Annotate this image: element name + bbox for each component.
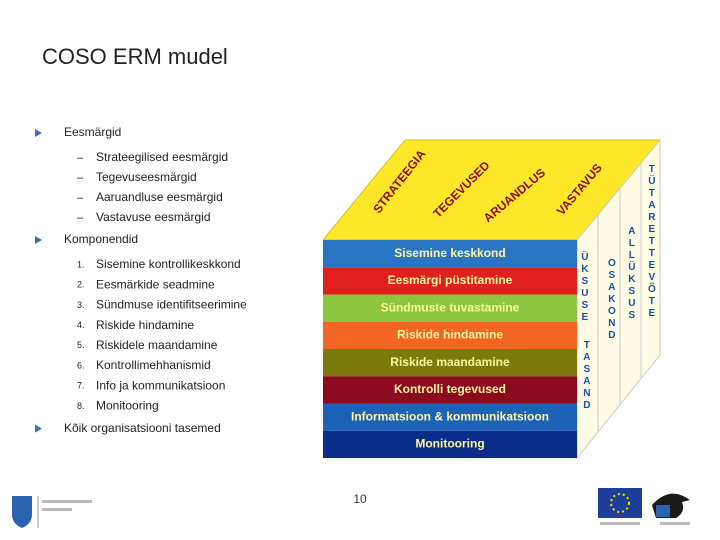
- item-marker: 1.: [77, 259, 85, 269]
- cube-row: [323, 267, 577, 295]
- logo-right: [652, 493, 690, 525]
- item-marker: 8.: [77, 401, 85, 411]
- item-marker: 7.: [77, 381, 85, 391]
- page-number: 10: [353, 492, 367, 506]
- item-marker: 2.: [77, 280, 85, 290]
- item-marker: –: [77, 152, 84, 164]
- item-marker: 3.: [77, 300, 85, 310]
- cube-side-label: ALLÜKSUS: [626, 226, 637, 322]
- item-text: Sündmuse identifitseerimine: [96, 298, 247, 312]
- cube-row: [323, 321, 577, 349]
- cube-row-label: Riskide hindamine: [397, 328, 503, 342]
- cube-row-label: Sündmuste tuvastamine: [381, 300, 520, 314]
- cube-side-label: TÜTARETTEVÕTE: [646, 164, 657, 320]
- item-text: Kontrollimehhanismid: [96, 358, 211, 372]
- section-heading: Kõik organisatsiooni tasemed: [64, 421, 221, 435]
- cube-row-label: Riskide maandamine: [390, 355, 510, 369]
- item-marker: 4.: [77, 320, 85, 330]
- cube-row-label: Kontrolli tegevused: [394, 382, 506, 396]
- bullet-arrow: [35, 236, 42, 244]
- item-text: Riskidele maandamine: [96, 338, 218, 352]
- bullet-list: Eesmärgid– Strateegilised eesmärgid– Tegev…: [35, 125, 247, 435]
- coso-cube: Sisemine keskkond Eesmärgi püstitamine Sün…: [321, 138, 662, 460]
- cube-row: [323, 240, 577, 268]
- cube-row-label: Informatsioon & kommunikatsioon: [351, 409, 549, 423]
- slide-title: COSO ERM mudel: [42, 44, 228, 69]
- item-text: Sisemine kontrollikeskkond: [96, 257, 241, 271]
- cube-side-label: TASAND: [581, 340, 592, 412]
- section-heading: Eesmärgid: [64, 125, 121, 139]
- item-text: Monitooring: [96, 399, 159, 413]
- cube-row: [323, 376, 577, 404]
- cube-row-label: Sisemine keskkond: [394, 246, 505, 260]
- bullet-arrow: [35, 129, 42, 137]
- item-marker: 6.: [77, 360, 85, 370]
- cube-side-label: OSAKOND: [606, 258, 617, 342]
- cube-row: [323, 403, 577, 431]
- bullet-arrow: [35, 424, 42, 433]
- item-text: Info ja kommunikatsioon: [96, 378, 225, 392]
- item-marker: –: [77, 192, 84, 204]
- item-text: Strateegilised eesmärgid: [96, 150, 228, 164]
- cube-side-label: ÜKSUSE: [579, 250, 590, 324]
- item-text: Tegevuseesmärgid: [96, 170, 197, 184]
- item-marker: –: [77, 212, 84, 224]
- item-text: Aaruandluse eesmärgid: [96, 190, 223, 204]
- cube-row: [323, 430, 577, 458]
- item-marker: –: [77, 172, 84, 184]
- section-heading: Komponendid: [64, 232, 138, 246]
- item-text: Vastavuse eesmärgid: [96, 210, 211, 224]
- cube-row-label: Monitooring: [415, 437, 484, 451]
- item-text: Eesmärkide seadmine: [96, 277, 215, 291]
- logo-left: [12, 496, 92, 528]
- item-marker: 5.: [77, 340, 85, 350]
- cube-row: [323, 349, 577, 377]
- cube-row: [323, 294, 577, 322]
- eu-logo: [598, 488, 642, 525]
- item-text: Riskide hindamine: [96, 318, 194, 332]
- cube-row-label: Eesmärgi püstitamine: [388, 273, 513, 287]
